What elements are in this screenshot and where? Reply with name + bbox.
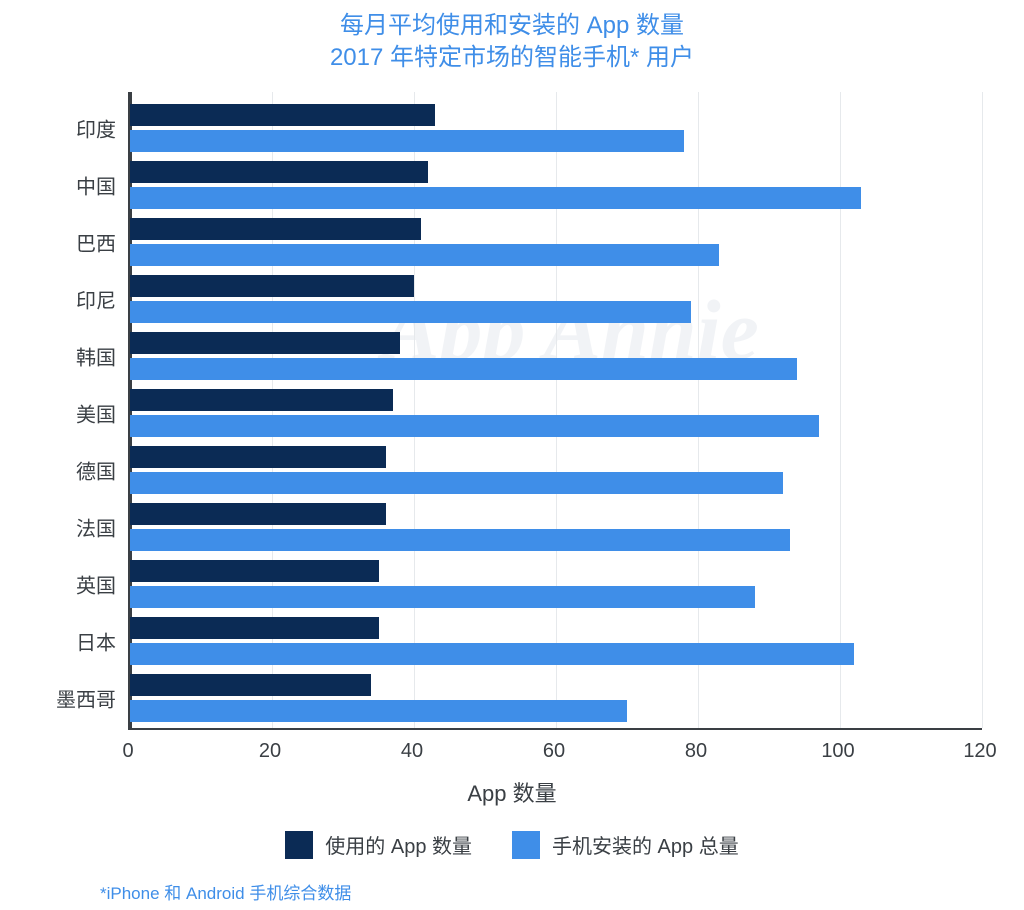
category-label: 印度 (76, 114, 116, 143)
x-tick-label: 20 (259, 740, 281, 763)
category-label: 韩国 (76, 342, 116, 371)
bar-installed (130, 244, 719, 266)
bar-used (130, 617, 379, 639)
title-line-2: 2017 年特定市场的智能手机* 用户 (0, 42, 1024, 74)
bar-installed (130, 130, 684, 152)
legend: 使用的 App 数量 手机安装的 App 总量 (0, 830, 1024, 859)
category-label: 印尼 (76, 285, 116, 314)
bar-installed (130, 187, 861, 209)
bar-used (130, 104, 435, 126)
legend-swatch (285, 831, 313, 859)
category-label: 墨西哥 (56, 684, 116, 713)
bar-used (130, 446, 386, 468)
x-tick-label: 80 (685, 740, 707, 763)
plot-area: App Annie (128, 92, 982, 730)
chart-container: 每月平均使用和安装的 App 数量 2017 年特定市场的智能手机* 用户 Ap… (0, 0, 1024, 910)
bar-installed (130, 472, 783, 494)
x-tick-label: 0 (122, 740, 133, 763)
gridline (982, 92, 983, 728)
bar-installed (130, 586, 755, 608)
category-label: 中国 (76, 171, 116, 200)
bar-used (130, 332, 400, 354)
x-tick-label: 120 (963, 740, 996, 763)
legend-item: 手机安装的 App 总量 (512, 830, 739, 859)
bar-used (130, 218, 421, 240)
bar-installed (130, 529, 790, 551)
bar-installed (130, 700, 627, 722)
legend-label: 手机安装的 App 总量 (552, 830, 739, 859)
bar-used (130, 389, 393, 411)
legend-item: 使用的 App 数量 (285, 830, 472, 859)
category-label: 日本 (76, 627, 116, 656)
category-label: 巴西 (76, 228, 116, 257)
bar-installed (130, 415, 819, 437)
bar-used (130, 503, 386, 525)
bar-used (130, 560, 379, 582)
title-line-1: 每月平均使用和安装的 App 数量 (0, 10, 1024, 42)
legend-swatch (512, 831, 540, 859)
x-axis-title: App 数量 (467, 776, 556, 808)
x-tick-label: 60 (543, 740, 565, 763)
category-label: 英国 (76, 570, 116, 599)
category-label: 美国 (76, 399, 116, 428)
bar-used (130, 275, 414, 297)
category-label: 法国 (76, 513, 116, 542)
title-block: 每月平均使用和安装的 App 数量 2017 年特定市场的智能手机* 用户 (0, 0, 1024, 75)
bar-installed (130, 358, 797, 380)
x-tick-label: 40 (401, 740, 423, 763)
bar-used (130, 674, 371, 696)
footnote: *iPhone 和 Android 手机综合数据 (100, 879, 351, 904)
bar-installed (130, 301, 691, 323)
x-tick-label: 100 (821, 740, 854, 763)
legend-label: 使用的 App 数量 (325, 830, 472, 859)
category-label: 德国 (76, 456, 116, 485)
bar-installed (130, 643, 854, 665)
bar-used (130, 161, 428, 183)
